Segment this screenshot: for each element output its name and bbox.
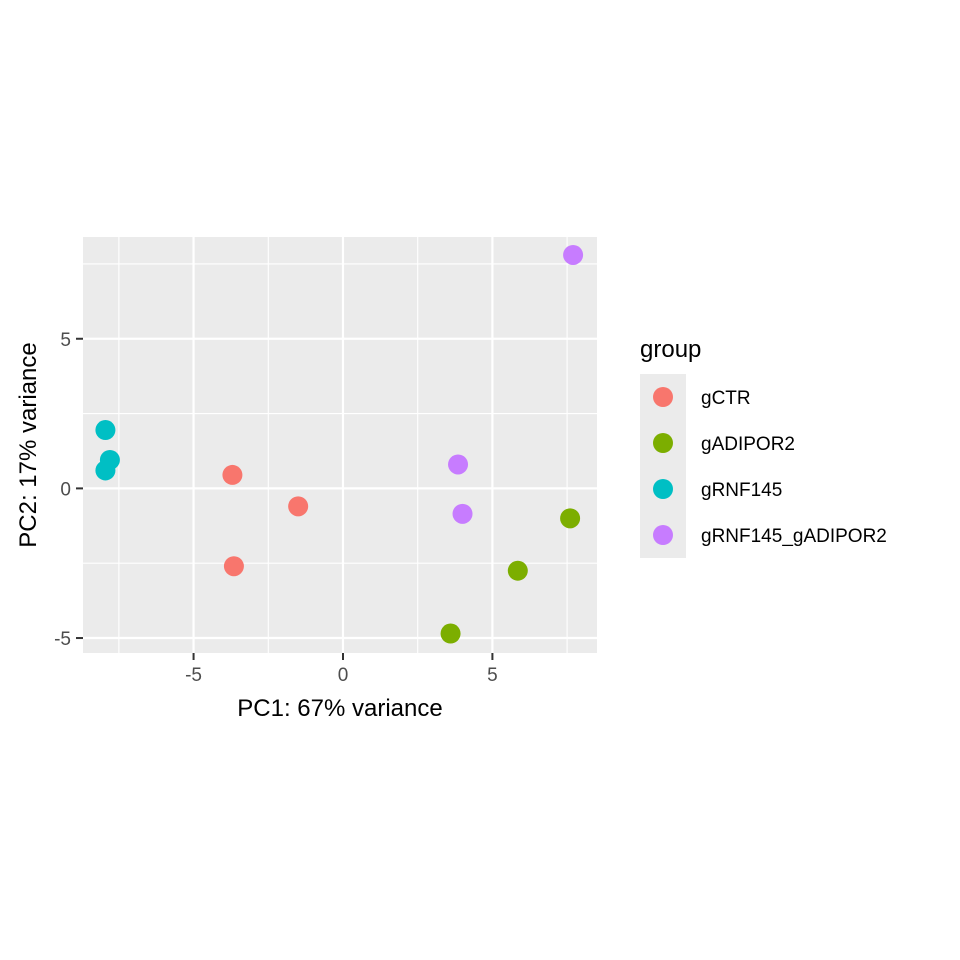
- data-point: [448, 454, 469, 475]
- legend: group gCTR gADIPOR2 gRNF145 gRNF145_gADIPOR…: [640, 336, 887, 558]
- data-point: [95, 460, 116, 481]
- data-point: [222, 464, 243, 485]
- legend-label: gCTR: [701, 388, 751, 409]
- data-point: [563, 244, 584, 265]
- y-axis-title: PC2: 17% variance: [15, 342, 42, 547]
- data-point: [288, 496, 309, 517]
- y-tick-label: -5: [54, 629, 71, 650]
- y-tick-label: 5: [60, 330, 71, 351]
- data-point: [223, 556, 244, 577]
- data-point: [560, 508, 581, 529]
- data-point: [507, 560, 528, 581]
- legend-title: group: [640, 336, 701, 363]
- gridlines: [83, 237, 597, 653]
- x-tick-label: -5: [185, 665, 202, 686]
- plot-panel: [83, 237, 597, 653]
- x-tick-label: 5: [487, 665, 498, 686]
- legend-key-swatch: [653, 433, 673, 453]
- x-axis-title: PC1: 67% variance: [237, 695, 442, 722]
- legend-key-swatch: [653, 479, 673, 499]
- y-tick-label: 0: [60, 479, 71, 500]
- legend-label: gADIPOR2: [701, 434, 795, 455]
- data-point: [440, 623, 461, 644]
- panel-background: [83, 237, 597, 653]
- data-point: [95, 420, 116, 441]
- legend-label: gRNF145: [701, 480, 782, 501]
- x-tick-label: 0: [338, 665, 349, 686]
- legend-key-swatch: [653, 525, 673, 545]
- axes: -5 0 5 -5 0 5: [54, 330, 498, 686]
- legend-key-swatch: [653, 387, 673, 407]
- data-points: [95, 244, 584, 644]
- legend-label: gRNF145_gADIPOR2: [701, 526, 887, 547]
- data-point: [452, 503, 473, 524]
